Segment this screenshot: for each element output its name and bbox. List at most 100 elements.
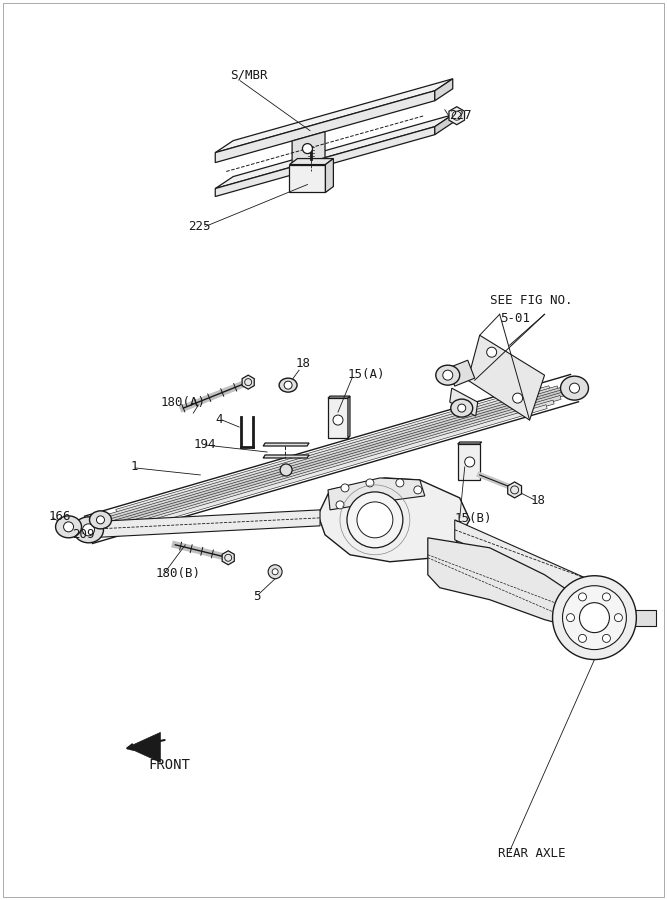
- Text: 180(A): 180(A): [160, 396, 205, 410]
- Polygon shape: [428, 538, 594, 632]
- Text: 166: 166: [49, 510, 71, 523]
- Text: 5: 5: [253, 590, 261, 603]
- Polygon shape: [458, 444, 480, 480]
- Ellipse shape: [570, 383, 580, 393]
- Polygon shape: [632, 609, 656, 626]
- Ellipse shape: [73, 517, 103, 543]
- Polygon shape: [116, 385, 542, 513]
- Ellipse shape: [279, 378, 297, 392]
- Circle shape: [366, 479, 374, 487]
- Circle shape: [578, 634, 586, 643]
- Polygon shape: [113, 400, 554, 532]
- Polygon shape: [468, 335, 544, 420]
- Ellipse shape: [436, 365, 460, 385]
- Polygon shape: [448, 360, 475, 386]
- Polygon shape: [88, 386, 575, 532]
- Ellipse shape: [284, 381, 292, 389]
- Circle shape: [272, 569, 278, 575]
- Polygon shape: [109, 386, 550, 518]
- Polygon shape: [215, 114, 453, 188]
- Polygon shape: [89, 510, 320, 538]
- Ellipse shape: [83, 524, 95, 536]
- Circle shape: [602, 593, 610, 601]
- Polygon shape: [263, 443, 309, 446]
- Ellipse shape: [560, 376, 588, 400]
- Polygon shape: [215, 127, 435, 196]
- Polygon shape: [449, 107, 464, 125]
- Circle shape: [396, 479, 404, 487]
- Circle shape: [280, 464, 292, 476]
- Circle shape: [347, 492, 403, 548]
- Ellipse shape: [458, 404, 466, 412]
- Polygon shape: [289, 165, 325, 193]
- Polygon shape: [435, 79, 453, 101]
- Ellipse shape: [63, 522, 73, 532]
- Text: 227: 227: [449, 109, 472, 122]
- Polygon shape: [435, 114, 453, 135]
- Text: 209: 209: [73, 527, 95, 541]
- Ellipse shape: [55, 516, 81, 538]
- Text: 4: 4: [215, 413, 223, 426]
- Polygon shape: [95, 386, 567, 527]
- Polygon shape: [263, 455, 309, 458]
- Circle shape: [357, 502, 393, 538]
- Circle shape: [562, 586, 626, 650]
- Polygon shape: [328, 478, 425, 510]
- Text: SEE FIG NO.: SEE FIG NO.: [490, 294, 572, 307]
- Ellipse shape: [89, 511, 111, 529]
- Text: 15(A): 15(A): [348, 368, 386, 382]
- Circle shape: [602, 634, 610, 643]
- Polygon shape: [292, 131, 325, 166]
- Polygon shape: [328, 398, 348, 438]
- Circle shape: [341, 484, 349, 492]
- Circle shape: [333, 415, 343, 425]
- Polygon shape: [215, 91, 435, 163]
- Circle shape: [511, 486, 519, 494]
- Circle shape: [513, 393, 523, 403]
- Circle shape: [487, 347, 497, 357]
- Text: 15(B): 15(B): [455, 512, 492, 525]
- Circle shape: [268, 565, 282, 579]
- Text: 18: 18: [295, 357, 310, 370]
- Circle shape: [452, 112, 462, 121]
- Polygon shape: [242, 375, 254, 389]
- Polygon shape: [455, 520, 590, 599]
- Circle shape: [552, 576, 636, 660]
- Ellipse shape: [443, 370, 453, 380]
- Polygon shape: [508, 482, 522, 498]
- Polygon shape: [96, 391, 568, 532]
- Text: 225: 225: [188, 220, 211, 233]
- Circle shape: [580, 603, 610, 633]
- Polygon shape: [127, 733, 160, 762]
- Circle shape: [414, 486, 422, 494]
- Circle shape: [336, 501, 344, 508]
- Polygon shape: [328, 396, 350, 398]
- Polygon shape: [348, 396, 350, 438]
- Text: FRONT: FRONT: [148, 759, 190, 772]
- Circle shape: [578, 593, 586, 601]
- Circle shape: [465, 457, 475, 467]
- Circle shape: [245, 379, 251, 385]
- Polygon shape: [325, 158, 334, 193]
- Polygon shape: [458, 442, 482, 444]
- Circle shape: [614, 614, 622, 622]
- Text: 1: 1: [131, 460, 138, 473]
- Text: 194: 194: [193, 438, 216, 451]
- Circle shape: [566, 614, 574, 622]
- Ellipse shape: [451, 399, 473, 417]
- Text: 18: 18: [530, 494, 546, 507]
- Polygon shape: [450, 388, 478, 416]
- Circle shape: [302, 144, 312, 154]
- Text: 5-01: 5-01: [500, 312, 530, 325]
- Polygon shape: [121, 405, 547, 533]
- Polygon shape: [105, 395, 561, 532]
- Text: 180(B): 180(B): [155, 567, 200, 580]
- Circle shape: [225, 554, 231, 562]
- Text: REAR AXLE: REAR AXLE: [498, 847, 565, 860]
- Text: S/MBR: S/MBR: [230, 68, 267, 82]
- Ellipse shape: [97, 516, 105, 524]
- Polygon shape: [318, 478, 470, 562]
- Polygon shape: [289, 158, 334, 165]
- Polygon shape: [102, 386, 558, 523]
- Polygon shape: [215, 79, 453, 153]
